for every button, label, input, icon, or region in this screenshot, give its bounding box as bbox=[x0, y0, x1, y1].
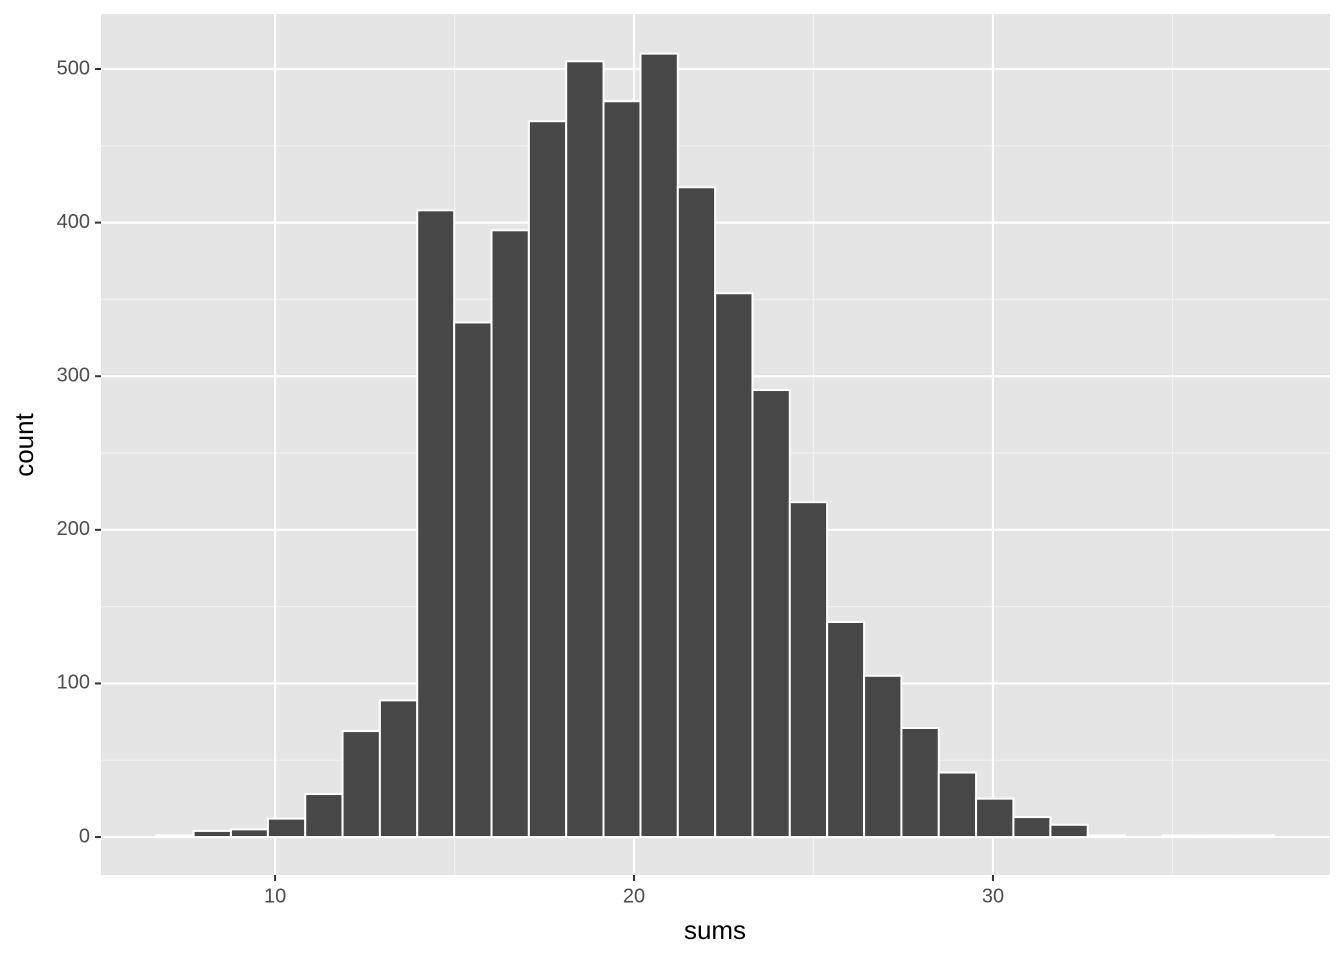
bar bbox=[266, 817, 307, 839]
bar bbox=[490, 229, 530, 839]
y-tick-label: 100 bbox=[57, 672, 90, 694]
bar bbox=[416, 209, 456, 839]
bar bbox=[826, 620, 866, 839]
y-tick-label: 500 bbox=[57, 57, 90, 79]
bar bbox=[975, 797, 1015, 839]
bar bbox=[900, 726, 940, 839]
x-tick-label: 10 bbox=[264, 885, 286, 907]
bar bbox=[453, 321, 493, 839]
bar bbox=[304, 793, 344, 839]
bar bbox=[1049, 823, 1089, 839]
bar bbox=[1235, 834, 1276, 839]
bar bbox=[378, 699, 419, 839]
bar bbox=[192, 829, 232, 839]
bar bbox=[863, 674, 903, 839]
bar bbox=[714, 292, 754, 839]
y-tick-label: 200 bbox=[57, 518, 90, 540]
bar bbox=[639, 52, 679, 839]
x-axis-title: sums bbox=[684, 915, 746, 945]
bar bbox=[565, 60, 605, 839]
y-tick-label: 300 bbox=[57, 365, 90, 387]
bar bbox=[1086, 834, 1127, 839]
bar bbox=[602, 100, 642, 839]
bar bbox=[937, 771, 978, 839]
y-tick-label: 0 bbox=[79, 825, 90, 847]
bar bbox=[341, 730, 381, 839]
bar bbox=[788, 501, 829, 839]
bar bbox=[1161, 834, 1201, 839]
x-tick-label: 20 bbox=[623, 885, 645, 907]
bar bbox=[1012, 816, 1052, 839]
y-tick-label: 400 bbox=[57, 211, 90, 233]
bar bbox=[155, 834, 195, 839]
bar bbox=[676, 186, 717, 839]
bars bbox=[155, 52, 1276, 839]
bar bbox=[751, 389, 791, 839]
bar bbox=[1198, 834, 1238, 839]
bar bbox=[229, 828, 269, 839]
y-axis-title: count bbox=[9, 412, 39, 476]
x-tick-label: 30 bbox=[982, 885, 1004, 907]
bar bbox=[527, 120, 568, 839]
